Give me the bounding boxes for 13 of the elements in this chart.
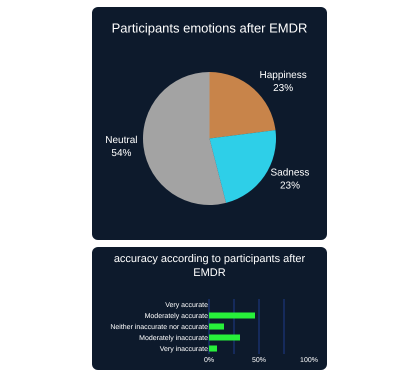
data-label: 23%	[280, 180, 300, 192]
pie-slice	[143, 72, 226, 205]
data-label: 54%	[111, 148, 132, 160]
slice-label: Happiness	[259, 70, 307, 81]
bar	[209, 323, 224, 330]
chart-title: Participants emotions after EMDR	[112, 20, 308, 36]
slice-label: Sadness	[270, 168, 310, 179]
bar	[209, 345, 217, 352]
chart-title: accuracy according to participants after EMDR	[114, 252, 306, 280]
data-label: 23%	[273, 82, 294, 94]
bar	[209, 312, 255, 319]
slice-label: Neutral	[105, 135, 138, 146]
bar	[209, 334, 240, 341]
